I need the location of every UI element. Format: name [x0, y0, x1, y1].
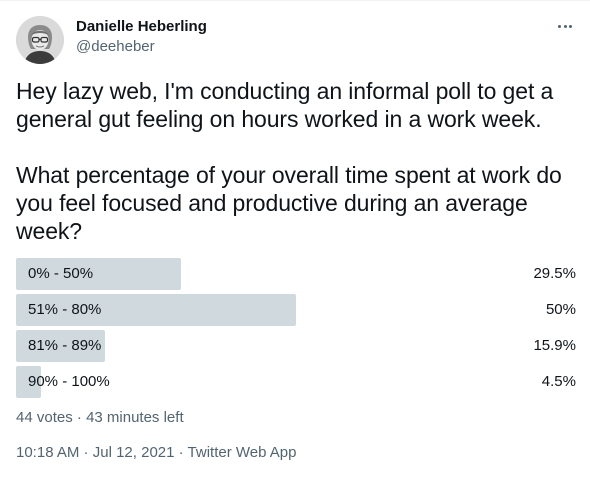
- tweet-timestamp: 10:18 AM · Jul 12, 2021 · Twitter Web Ap…: [16, 443, 296, 463]
- timestamp-separator: ·: [79, 444, 93, 461]
- timestamp-separator: ·: [174, 444, 188, 461]
- poll-option-percent: 15.9%: [533, 337, 576, 354]
- author-handle[interactable]: @deeheber: [76, 38, 155, 55]
- poll-option-bar: [16, 294, 296, 326]
- poll-option-bar: [16, 366, 42, 398]
- tweet-source[interactable]: Twitter Web App: [187, 444, 297, 461]
- more-horizontal-icon-dot: [569, 24, 572, 28]
- more-horizontal-icon: [558, 24, 561, 28]
- poll-option-label: 90% - 100%: [28, 373, 110, 390]
- author-names: Danielle Heberling @deeheber: [76, 17, 207, 57]
- tweet-header: Danielle Heberling @deeheber: [16, 15, 207, 65]
- poll-option-percent: 50%: [545, 301, 576, 318]
- poll-option-bar: [16, 258, 182, 290]
- poll-meta-separator: ·: [72, 409, 87, 426]
- poll-option-percent: 29.5%: [533, 265, 576, 282]
- tweet-time[interactable]: 10:18 AM: [16, 444, 80, 461]
- tweet-text: Hey lazy web, I'm conducting an informal…: [16, 77, 576, 245]
- tweet-date[interactable]: Jul 12, 2021: [92, 444, 175, 461]
- avatar[interactable]: [16, 16, 64, 64]
- poll-option-label: 0% - 50%: [28, 265, 94, 282]
- poll-option-percent: 4.5%: [541, 373, 576, 390]
- poll-option: 0% - 50% 29.5%: [16, 258, 576, 290]
- poll-option: 90% - 100% 4.5%: [16, 366, 576, 398]
- poll-option-bar: [16, 330, 106, 362]
- poll-option: 51% - 80% 50%: [16, 294, 576, 326]
- poll-option: 81% - 89% 15.9%: [16, 330, 576, 362]
- tweet-paragraph-2: What percentage of your overall time spe…: [16, 162, 562, 244]
- more-horizontal-icon-dot: [563, 24, 567, 28]
- poll: 0% - 50% 29.5% 51% - 80% 50% 81% - 89% 1…: [16, 258, 576, 402]
- author-display-name[interactable]: Danielle Heberling: [76, 18, 207, 35]
- tweet-paragraph-1: Hey lazy web, I'm conducting an informal…: [16, 78, 554, 132]
- poll-option-label: 81% - 89%: [28, 337, 102, 354]
- poll-meta: 44 votes · 43 minutes left: [16, 408, 184, 428]
- poll-vote-count: 44 votes: [16, 409, 73, 426]
- avatar-image: [16, 16, 64, 64]
- poll-time-left: 43 minutes left: [86, 409, 184, 426]
- more-options-button[interactable]: [558, 21, 572, 31]
- poll-option-label: 51% - 80%: [28, 301, 102, 318]
